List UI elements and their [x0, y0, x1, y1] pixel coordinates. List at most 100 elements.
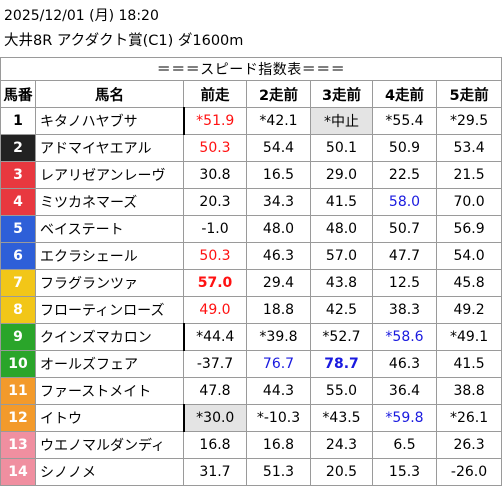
speed-index-cell: 46.3 — [372, 350, 437, 378]
speed-index-cell: 21.5 — [435, 161, 502, 189]
speed-index-cell: 56.9 — [435, 215, 502, 243]
speed-index-cell: 16.5 — [246, 161, 311, 189]
horse-name: キタノハヤブサ — [35, 107, 184, 135]
speed-index-cell: *49.1 — [435, 323, 502, 351]
table-row: 13 ウエノマルダンディ 16.8 16.8 24.3 6.5 26.3 — [0, 431, 502, 459]
horse-number: 9 — [0, 323, 36, 351]
speed-index-cell: 12.5 — [372, 269, 437, 297]
horse-name: イトウ — [35, 404, 184, 432]
horse-number: 4 — [0, 188, 36, 216]
speed-index-cell: 44.3 — [246, 377, 311, 405]
speed-index-cell: 58.0 — [372, 188, 437, 216]
horse-number: 8 — [0, 296, 36, 324]
table-banner: ＝＝＝スピード指数表＝＝＝ — [0, 57, 502, 81]
speed-index-cell: 53.4 — [435, 134, 502, 162]
table-row: 14 シノノメ 31.7 51.3 20.5 15.3 -26.0 — [0, 458, 502, 486]
speed-index-cell: 43.8 — [310, 269, 373, 297]
speed-index-cell: *59.8 — [372, 404, 437, 432]
speed-index-cell: 51.3 — [246, 458, 311, 486]
speed-index-cell: 18.8 — [246, 296, 311, 324]
table-row: 2 アドマイヤエアル 50.3 54.4 50.1 50.9 53.4 — [0, 134, 502, 162]
speed-index-cell: 38.3 — [372, 296, 437, 324]
speed-index-cell: *42.1 — [246, 107, 311, 135]
table-row: 3 レアリゼアンレーヴ 30.8 16.5 29.0 22.5 21.5 — [0, 161, 502, 189]
speed-index-cell: 16.8 — [183, 431, 247, 459]
speed-index-cell: 50.7 — [372, 215, 437, 243]
speed-index-cell: 20.5 — [310, 458, 373, 486]
speed-index-cell: *39.8 — [246, 323, 311, 351]
horse-number: 12 — [0, 404, 36, 432]
speed-index-cell: 16.8 — [246, 431, 311, 459]
speed-index-cell: 48.0 — [246, 215, 311, 243]
speed-index-cell: -37.7 — [183, 350, 247, 378]
speed-index-cell: 49.0 — [183, 296, 247, 324]
table-banner-row: ＝＝＝スピード指数表＝＝＝ — [0, 57, 502, 81]
horse-number: 3 — [0, 161, 36, 189]
speed-index-cell: 31.7 — [183, 458, 247, 486]
race-datetime: 2025/12/01 (月) 18:20 — [4, 8, 159, 24]
speed-index-cell: *52.7 — [310, 323, 373, 351]
speed-index-cell: 47.8 — [183, 377, 247, 405]
horse-number: 10 — [0, 350, 36, 378]
horse-name: フラグランツァ — [35, 269, 184, 297]
horse-name: レアリゼアンレーヴ — [35, 161, 184, 189]
horse-name: クインズマカロン — [35, 323, 184, 351]
speed-index-cell: 41.5 — [310, 188, 373, 216]
speed-index-cell: 47.7 — [372, 242, 437, 270]
speed-index-cell: 20.3 — [183, 188, 247, 216]
horse-name: オールズフェア — [35, 350, 184, 378]
speed-index-cell: *30.0 — [182, 404, 247, 432]
horse-name: シノノメ — [35, 458, 184, 486]
speed-index-cell: 50.1 — [310, 134, 373, 162]
table-row: 4 ミツカネマーズ 20.3 34.3 41.5 58.0 70.0 — [0, 188, 502, 216]
horse-name: ベイステート — [35, 215, 184, 243]
horse-number: 5 — [0, 215, 36, 243]
horse-number: 14 — [0, 458, 36, 486]
speed-index-cell: 34.3 — [246, 188, 311, 216]
speed-index-cell: 54.4 — [246, 134, 311, 162]
horse-name: フローティンローズ — [35, 296, 184, 324]
speed-index-cell: 70.0 — [435, 188, 502, 216]
speed-index-cell: 57.0 — [183, 269, 247, 297]
horse-number: 11 — [0, 377, 36, 405]
speed-index-cell: 46.3 — [246, 242, 311, 270]
speed-index-cell: 50.3 — [183, 134, 247, 162]
speed-index-cell: 42.5 — [310, 296, 373, 324]
speed-index-cell: 50.9 — [372, 134, 437, 162]
column-header-number: 馬番 — [0, 80, 36, 108]
column-header-4back: 4走前 — [372, 80, 437, 108]
horse-name: ウエノマルダンディ — [35, 431, 184, 459]
speed-index-cell: *-10.3 — [246, 404, 311, 432]
table-row: 1 キタノハヤブサ *51.9 *42.1 *中止 *55.4 *29.5 — [0, 107, 502, 135]
column-header-row: 馬番 馬名 前走 2走前 3走前 4走前 5走前 — [0, 80, 502, 108]
speed-index-table: ＝＝＝スピード指数表＝＝＝ 馬番 馬名 前走 2走前 3走前 4走前 5走前 1… — [0, 57, 502, 486]
speed-index-cell: 54.0 — [435, 242, 502, 270]
table-row: 8 フローティンローズ 49.0 18.8 42.5 38.3 49.2 — [0, 296, 502, 324]
speed-index-cell: *中止 — [310, 107, 373, 135]
horse-name: エクラシェール — [35, 242, 184, 270]
speed-index-cell: 49.2 — [435, 296, 502, 324]
speed-index-cell: *58.6 — [372, 323, 437, 351]
speed-index-cell: 24.3 — [310, 431, 373, 459]
speed-index-cell: 76.7 — [246, 350, 311, 378]
table-row: 5 ベイステート -1.0 48.0 48.0 50.7 56.9 — [0, 215, 502, 243]
horse-number: 2 — [0, 134, 36, 162]
speed-index-cell: 55.0 — [310, 377, 373, 405]
speed-index-cell: 48.0 — [310, 215, 373, 243]
speed-index-cell: 29.0 — [310, 161, 373, 189]
speed-index-cell: *26.1 — [435, 404, 502, 432]
horse-name: ミツカネマーズ — [35, 188, 184, 216]
speed-index-cell: *51.9 — [182, 107, 247, 135]
horse-name: ファーストメイト — [35, 377, 184, 405]
speed-index-cell: *43.5 — [310, 404, 373, 432]
horse-number: 7 — [0, 269, 36, 297]
speed-index-cell: 57.0 — [310, 242, 373, 270]
speed-index-cell: 15.3 — [372, 458, 437, 486]
speed-index-cell: 78.7 — [310, 350, 373, 378]
table-row: 7 フラグランツァ 57.0 29.4 43.8 12.5 45.8 — [0, 269, 502, 297]
table-row: 6 エクラシェール 50.3 46.3 57.0 47.7 54.0 — [0, 242, 502, 270]
speed-index-cell: *55.4 — [372, 107, 437, 135]
speed-index-cell: 36.4 — [372, 377, 437, 405]
column-header-name: 馬名 — [35, 80, 184, 108]
